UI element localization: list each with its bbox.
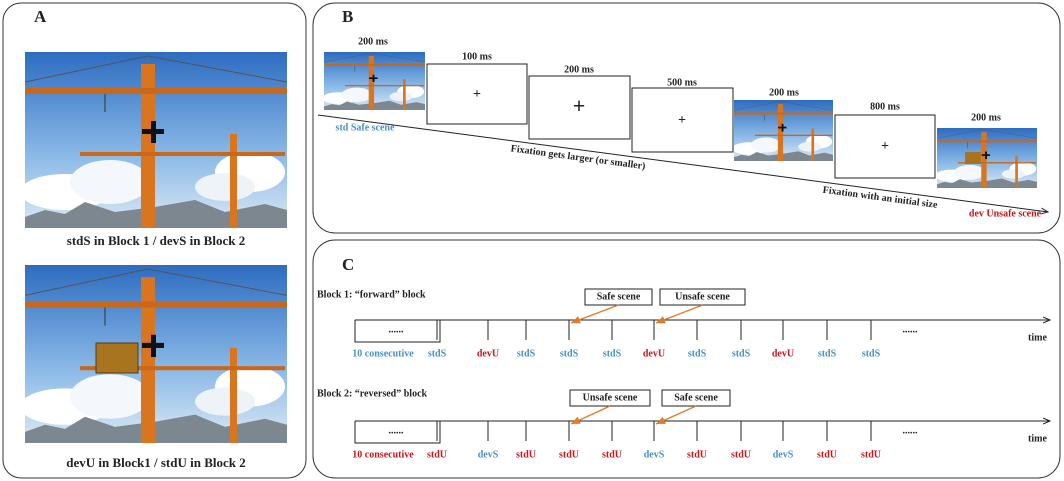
trial-label: stdU [602,449,622,460]
trial-label: stdS [688,348,707,359]
trial-label: stdS [732,348,751,359]
time-label: time [1028,433,1047,444]
blocks: Block 1: “forward” block............ time… [317,289,1050,460]
block-title: Block 2: “reversed” block [317,388,428,399]
panel-label: C [342,255,354,274]
scene-photo [322,52,425,110]
duration: 200 ms [564,64,594,75]
trial-label: stdU [559,449,579,460]
fixation: + [473,87,481,102]
duration: 800 ms [870,101,900,112]
fixation: + [678,113,686,128]
trial-label: stdS [603,348,622,359]
scene-photo [20,265,287,443]
trial-label: 10 consecutive [352,348,414,359]
panel-c [313,240,1060,478]
ellipsis: ...... [903,324,919,335]
scene-photo [935,128,1037,188]
trial-label: stdS [517,348,536,359]
callout: Unsafe scene [583,392,638,403]
trial-label: devU [643,348,665,359]
caption: stdS in Block 1 / devS in Block 2 [67,233,245,248]
duration: 200 ms [358,36,388,47]
trial-label: devU [477,348,499,359]
end-label: dev Unsafe scene [969,208,1042,219]
panel-label: B [342,7,353,26]
trial-label: stdS [818,348,837,359]
trial-label: devS [773,449,794,460]
fixation: + [573,93,586,118]
duration: 500 ms [667,77,697,88]
trial-label: stdU [861,449,881,460]
trial-label: stdS [862,348,881,359]
trial-label: stdS [560,348,579,359]
panel-label: A [34,7,47,26]
figure: A stdS in Block 1 / devS in Block 2 devU… [0,0,1064,481]
ellipsis: ...... [389,425,405,436]
trial-label: 10 consecutive [352,449,414,460]
time-label: time [1028,332,1047,343]
scene-photo [732,100,833,161]
scene-photo [20,52,287,228]
duration: 100 ms [462,51,492,62]
ellipsis: ...... [903,425,919,436]
line-label: Fixation with an initial size [822,185,939,211]
trial-label: stdU [731,449,751,460]
block-title: Block 1: “forward” block [317,289,426,300]
trial-label: devU [772,348,794,359]
trial-label: stdU [516,449,536,460]
callout: Safe scene [597,291,641,302]
trial-label: stdS [428,348,447,359]
start-label: std Safe scene [336,122,395,133]
duration: 200 ms [971,112,1001,123]
line-label: Fixation gets larger (or smaller) [510,143,646,172]
duration: 200 ms [769,87,799,98]
load [96,343,138,373]
trial-label: stdU [817,449,837,460]
trial-label: stdU [687,449,707,460]
load [965,152,981,164]
trial-label: stdU [427,449,447,460]
fixation: + [881,139,889,154]
ellipsis: ...... [389,324,405,335]
caption: devU in Block1 / stdU in Block 2 [66,455,246,470]
trial-label: devS [644,449,665,460]
trial-label: devS [478,449,499,460]
callout: Safe scene [674,392,718,403]
callout: Unsafe scene [675,291,730,302]
